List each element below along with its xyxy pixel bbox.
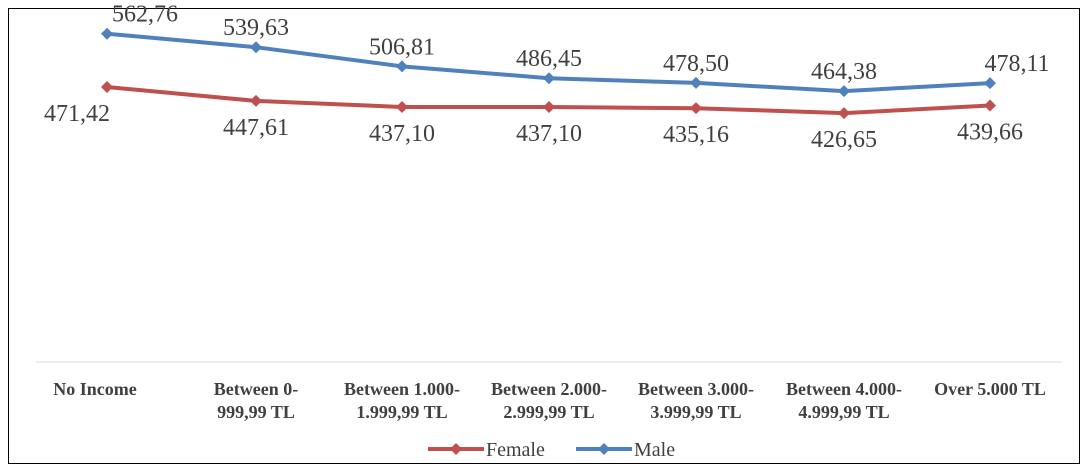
x-tick-label: 3.999,99 TL — [650, 402, 741, 422]
male-data-label: 464,38 — [811, 59, 877, 85]
male-data-label: 478,11 — [984, 51, 1049, 77]
female-point — [101, 81, 113, 94]
female-data-label: 437,10 — [369, 121, 435, 147]
x-tick-label: 999,99 TL — [217, 402, 295, 422]
female-point — [396, 101, 408, 114]
x-tick-label: 1.999,99 TL — [356, 402, 447, 422]
male-data-label: 486,45 — [516, 46, 582, 72]
male-point — [984, 77, 996, 90]
female-data-label: 439,66 — [957, 120, 1023, 146]
x-tick-label: Between 4.000- — [786, 379, 902, 399]
male-point — [101, 27, 113, 40]
male-point — [250, 41, 262, 54]
x-tick-label: Between 0- — [214, 379, 298, 399]
male-data-label: 478,50 — [663, 51, 729, 77]
male-data-label: 506,81 — [369, 34, 435, 60]
x-tick-label: No Income — [53, 379, 137, 399]
male-point — [838, 85, 850, 98]
x-tick-label: 2.999,99 TL — [503, 402, 594, 422]
female-legend-label: Female — [486, 439, 545, 461]
male-point — [396, 60, 408, 73]
female-data-label: 426,65 — [811, 127, 877, 153]
female-data-label: 471,42 — [44, 101, 110, 127]
x-tick-label: Between 1.000- — [344, 379, 460, 399]
female-point — [838, 107, 850, 120]
male-point — [543, 72, 555, 85]
chart-frame — [8, 8, 1080, 464]
female-point — [690, 102, 702, 115]
male-legend-label: Male — [634, 439, 675, 461]
male-data-label: 562,76 — [112, 2, 178, 28]
female-data-label: 435,16 — [663, 122, 729, 148]
female-legend-marker — [450, 443, 462, 455]
x-tick-label: Between 3.000- — [638, 379, 754, 399]
female-data-label: 447,61 — [223, 115, 289, 141]
x-tick-label: 4.999,99 TL — [798, 402, 889, 422]
female-point — [984, 99, 996, 112]
female-point — [543, 101, 555, 114]
female-data-label: 437,10 — [516, 121, 582, 147]
x-tick-label: Between 2.000- — [491, 379, 607, 399]
x-tick-label: Over 5.000 TL — [934, 379, 1046, 399]
male-data-label: 539,63 — [223, 15, 289, 41]
male-legend-marker — [598, 443, 610, 455]
male-point — [690, 76, 702, 89]
female-point — [250, 94, 262, 107]
